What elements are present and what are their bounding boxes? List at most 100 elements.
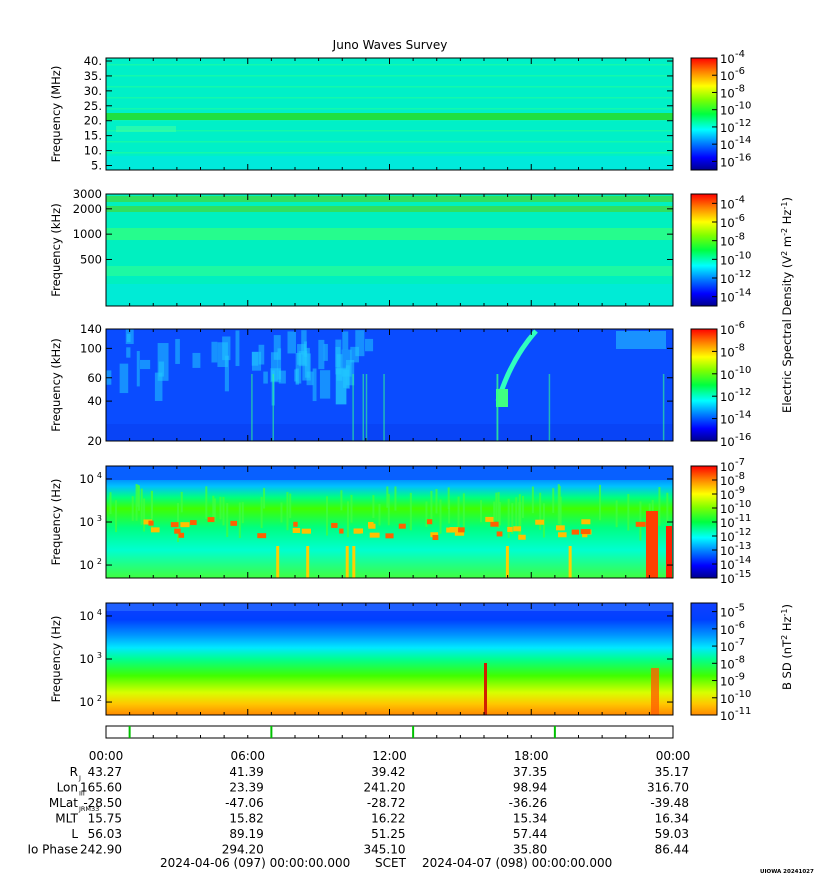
spectrogram-emission <box>345 546 349 578</box>
spectrogram-emission <box>150 527 160 533</box>
footer-start-time: 2024-04-06 (097) 00:00:00.000 <box>160 856 350 870</box>
colorbar-tick-label: 10 <box>720 69 735 83</box>
colorbar-tick-label-exponent: -6 <box>735 620 745 631</box>
spectrogram-line <box>615 500 618 528</box>
y-tick-label: 1000 <box>73 227 102 241</box>
ephemeris-value: 35.80 <box>513 843 547 857</box>
spectrogram-emission <box>294 369 298 382</box>
spectrogram-emission <box>126 347 131 358</box>
colorbar-tick-label: 10 <box>720 474 735 488</box>
spectrogram-band <box>106 97 673 99</box>
spectrogram-emission <box>432 535 439 541</box>
colorbar-tick-label: 10 <box>720 86 735 100</box>
ephemeris-value: 56.03 <box>88 827 122 841</box>
spectrogram-emission <box>251 351 262 371</box>
colorbar-tick-label-exponent: -7 <box>735 457 745 468</box>
spectrogram-emission <box>301 330 307 355</box>
ephemeris-value: 39.42 <box>371 765 405 779</box>
spectrogram-emission <box>336 354 343 381</box>
spectrogram-emission <box>446 527 455 533</box>
spectrogram-band <box>106 113 673 120</box>
ephemeris-value: 345.10 <box>364 843 406 857</box>
y-tick-label-exponent: 4 <box>97 471 102 480</box>
colorbar-tick-label: 10 <box>720 390 735 404</box>
y-tick-label: 15. <box>84 129 102 143</box>
spectrogram-emission <box>292 528 301 534</box>
colorbar-tick-label-exponent: -4 <box>735 49 745 60</box>
y-tick-label: 10. <box>84 144 102 158</box>
spectrogram-band <box>106 86 673 88</box>
spectrogram-line <box>495 492 498 521</box>
spectrogram-emission <box>270 368 281 383</box>
y-tick-label: 30. <box>84 84 102 98</box>
spectrogram-line <box>394 486 397 511</box>
spectrogram-line <box>140 488 143 525</box>
spectrogram-band <box>106 152 673 154</box>
colorbar-tick-label: 10 <box>720 435 735 449</box>
spectrogram-line <box>131 496 134 521</box>
y-tick-label: 10 <box>79 652 94 666</box>
spectrogram-emission <box>276 546 280 578</box>
y-tick-label-exponent: 3 <box>97 651 102 660</box>
spectrogram-line <box>219 496 222 520</box>
spectrogram-emission <box>350 346 359 363</box>
spectrogram-emission <box>304 347 310 378</box>
spectrogram-line <box>658 487 661 526</box>
colorbar-tick-label: 10 <box>720 488 735 502</box>
spectrogram-emission <box>385 533 394 539</box>
colorbar-tick-label-exponent: -4 <box>735 194 745 205</box>
spectrogram-line <box>263 487 266 509</box>
colorbar-tick-label-exponent: -10 <box>735 499 751 510</box>
spectrogram-emission <box>273 335 281 360</box>
spectrogram-emission <box>485 516 494 522</box>
colorbar-tick-label: 10 <box>720 544 735 558</box>
time-axis: 00:00 06:00 12:00 18:00 00:00 <box>89 725 690 763</box>
spectrogram-band <box>106 64 673 66</box>
spectrogram-line <box>150 491 153 518</box>
spectrogram-emission <box>352 546 356 578</box>
y-tick-label: 20. <box>84 114 102 128</box>
spectrogram-band <box>116 126 176 132</box>
spectrogram-line <box>272 374 274 441</box>
spectrogram-line <box>666 492 669 523</box>
spectrogram-background <box>106 603 673 715</box>
spectrogram-emission <box>174 528 181 534</box>
colorbar-tick-label-exponent: -14 <box>735 555 751 566</box>
spectrogram-line <box>180 491 183 513</box>
colorbar-tick-label-exponent: -8 <box>735 342 745 353</box>
y-axis-label: Frequency (Hz) <box>49 479 63 566</box>
spectrogram-emission <box>535 519 545 525</box>
colorbar-tick-label: 10 <box>720 692 735 706</box>
spectrogram-line <box>515 497 518 530</box>
spectrogram-emission <box>224 355 229 392</box>
spectrogram-emission <box>426 519 433 525</box>
spectrogram-line <box>213 498 216 522</box>
y-tick-label: 10 <box>79 558 94 572</box>
spectrogram-line <box>448 500 451 524</box>
spectrogram-line <box>457 496 460 533</box>
spectrogram-emission <box>513 526 521 532</box>
spectrogram-emission <box>175 339 180 364</box>
colorbar-tick-label-exponent: -8 <box>735 471 745 482</box>
colorbar-tick-label-exponent: -12 <box>735 118 751 129</box>
spectrogram-line <box>289 493 292 519</box>
colorbar <box>690 193 718 307</box>
spectrogram-emission <box>568 546 572 578</box>
spectrogram-band <box>106 206 673 212</box>
ephemeris-value: -36.26 <box>509 796 548 810</box>
y-tick-label-exponent: 2 <box>97 557 102 566</box>
spectrogram-line <box>507 498 510 538</box>
ephemeris-row-label: MLat <box>49 796 78 810</box>
spectrogram-emission <box>192 352 201 368</box>
spectrogram-line <box>222 496 225 526</box>
spectrogram-emission <box>139 359 151 370</box>
spectrogram-line <box>251 374 253 441</box>
spectrogram-emission <box>580 529 591 535</box>
colorbar-tick-label: 10 <box>720 272 735 286</box>
spectrogram-line <box>496 374 498 441</box>
colorbar-tick-label-exponent: -12 <box>735 527 751 538</box>
spectrogram-emission <box>355 330 365 357</box>
spectrogram-line <box>286 492 289 531</box>
ephemeris-row-label-subscript: III <box>79 790 85 798</box>
